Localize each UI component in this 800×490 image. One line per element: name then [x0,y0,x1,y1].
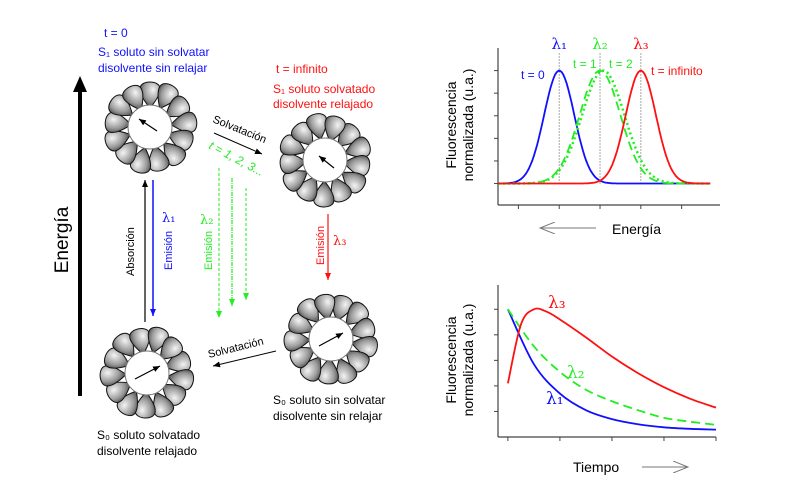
s0-solvated-line1: S₀ soluto solvatado [97,428,200,442]
solvent-molecule [324,115,346,143]
solvation-top-arrow [213,132,263,155]
peak-marker-label-3: λ₃ [633,35,649,53]
solvent-molecule [164,95,191,118]
chart2-series-2 [507,308,717,426]
s1-unsolvated-molecule [104,81,198,174]
solvent-molecule [103,347,131,369]
solvent-molecule [290,121,314,147]
s1-solvated-line2: disolvente relajado [273,97,373,111]
solvation-times-label: t = 1, 2, 3... [207,138,267,179]
chart2-ylabel-line2: normalizada (u.a.) [460,304,476,417]
solvent-molecule [288,312,315,334]
dipole-arrow-icon [318,155,335,169]
chart1-series-4 [498,69,711,185]
solvation-bottom-label: Solvatación [207,336,265,361]
chart2-series-3 [507,307,717,409]
solvent-molecule [134,391,156,419]
solvent-molecule [343,155,371,177]
solvent-molecule [167,129,194,151]
solvent-molecule [279,152,307,175]
s1-unsolvated-line1: S₁ soluto sin solvatar [98,45,209,59]
chart2-xlabel: Tiempo [573,459,619,475]
emission1-lambda: λ₁ [162,211,175,226]
s0-unsolvated-line1: S₀ soluto sin solvatar [273,393,385,407]
emission3-lambda: λ₃ [333,234,346,249]
chart1-xlabel: Energía [612,221,661,237]
peak-marker-label-2: λ₂ [592,35,608,53]
solvent-molecule [122,84,144,111]
fluorescence-decay-chart: Fluorescencia normalizada (u.a.) Tiempo … [443,285,717,475]
chart1-ylabel-line1: Fluorescencia [443,81,459,168]
s0-unsolvated-line2: disolvente sin relajar [273,409,382,423]
solvent-molecule [317,357,339,385]
solvent-molecule [129,328,151,356]
solvent-molecule [289,346,316,369]
chart2-label-lambda2: λ₂ [567,363,585,383]
dipole-arrow-icon [138,118,158,132]
s1-solvated-molecule [279,113,371,208]
chart1-legend-t2: t = 2 [609,57,633,71]
dipole-arrow-icon [134,365,161,380]
s1-solvated-time: t = infinito [276,62,328,76]
chart1-legend-t1: t = 1 [573,57,597,71]
s0-solvated-line2: disolvente relajado [97,444,197,458]
emission3-label: Emisión [315,226,327,265]
solvent-molecule [106,381,132,404]
energy-axis-label: Energía [52,206,73,273]
s1-solvated-line1: S₁ soluto solvatado [273,82,375,96]
chart1-series-1 [498,69,711,185]
energy-axis-arrowhead [73,76,87,92]
chart2-label-lambda3: λ₃ [548,293,566,313]
solvent-molecule [348,317,376,339]
chart2-ylabel-line1: Fluorescencia [443,316,459,403]
solvent-molecule [330,176,352,203]
dipole-arrow-icon [318,332,344,347]
chart1-legend-t0: t = 0 [521,68,545,82]
peak-marker-label-1: λ₁ [551,35,567,53]
solvent-molecule [148,144,170,172]
emission-spectra-chart: Fluorescencia normalizada (u.a.) Energía… [443,35,720,237]
emission2-label: Emisión [203,231,215,270]
s0-solvated-molecule [99,326,195,419]
solvation-bottom-arrow [212,350,277,368]
chart1-ylabel-line2: normalizada (u.a.) [460,69,476,182]
emission1-label: Emisión [163,231,175,270]
solvent-molecule [104,111,132,134]
absorption-label: Absorción [125,227,137,276]
s1-unsolvated-line2: disolvente sin relajar [98,61,207,75]
chart1-legend-tinf: t = infinito [651,64,703,78]
chart2-series-1 [507,308,717,431]
s1-unsolvated-time: t = 0 [104,26,128,40]
emission2-lambda: λ₂ [200,213,213,228]
solvent-molecule [296,175,318,202]
s0-unsolvated-molecule [283,293,378,385]
chart2-label-lambda1: λ₁ [546,389,564,409]
solvent-molecule [314,293,336,322]
solute-cavity [302,137,348,183]
solvent-molecule [159,336,183,360]
